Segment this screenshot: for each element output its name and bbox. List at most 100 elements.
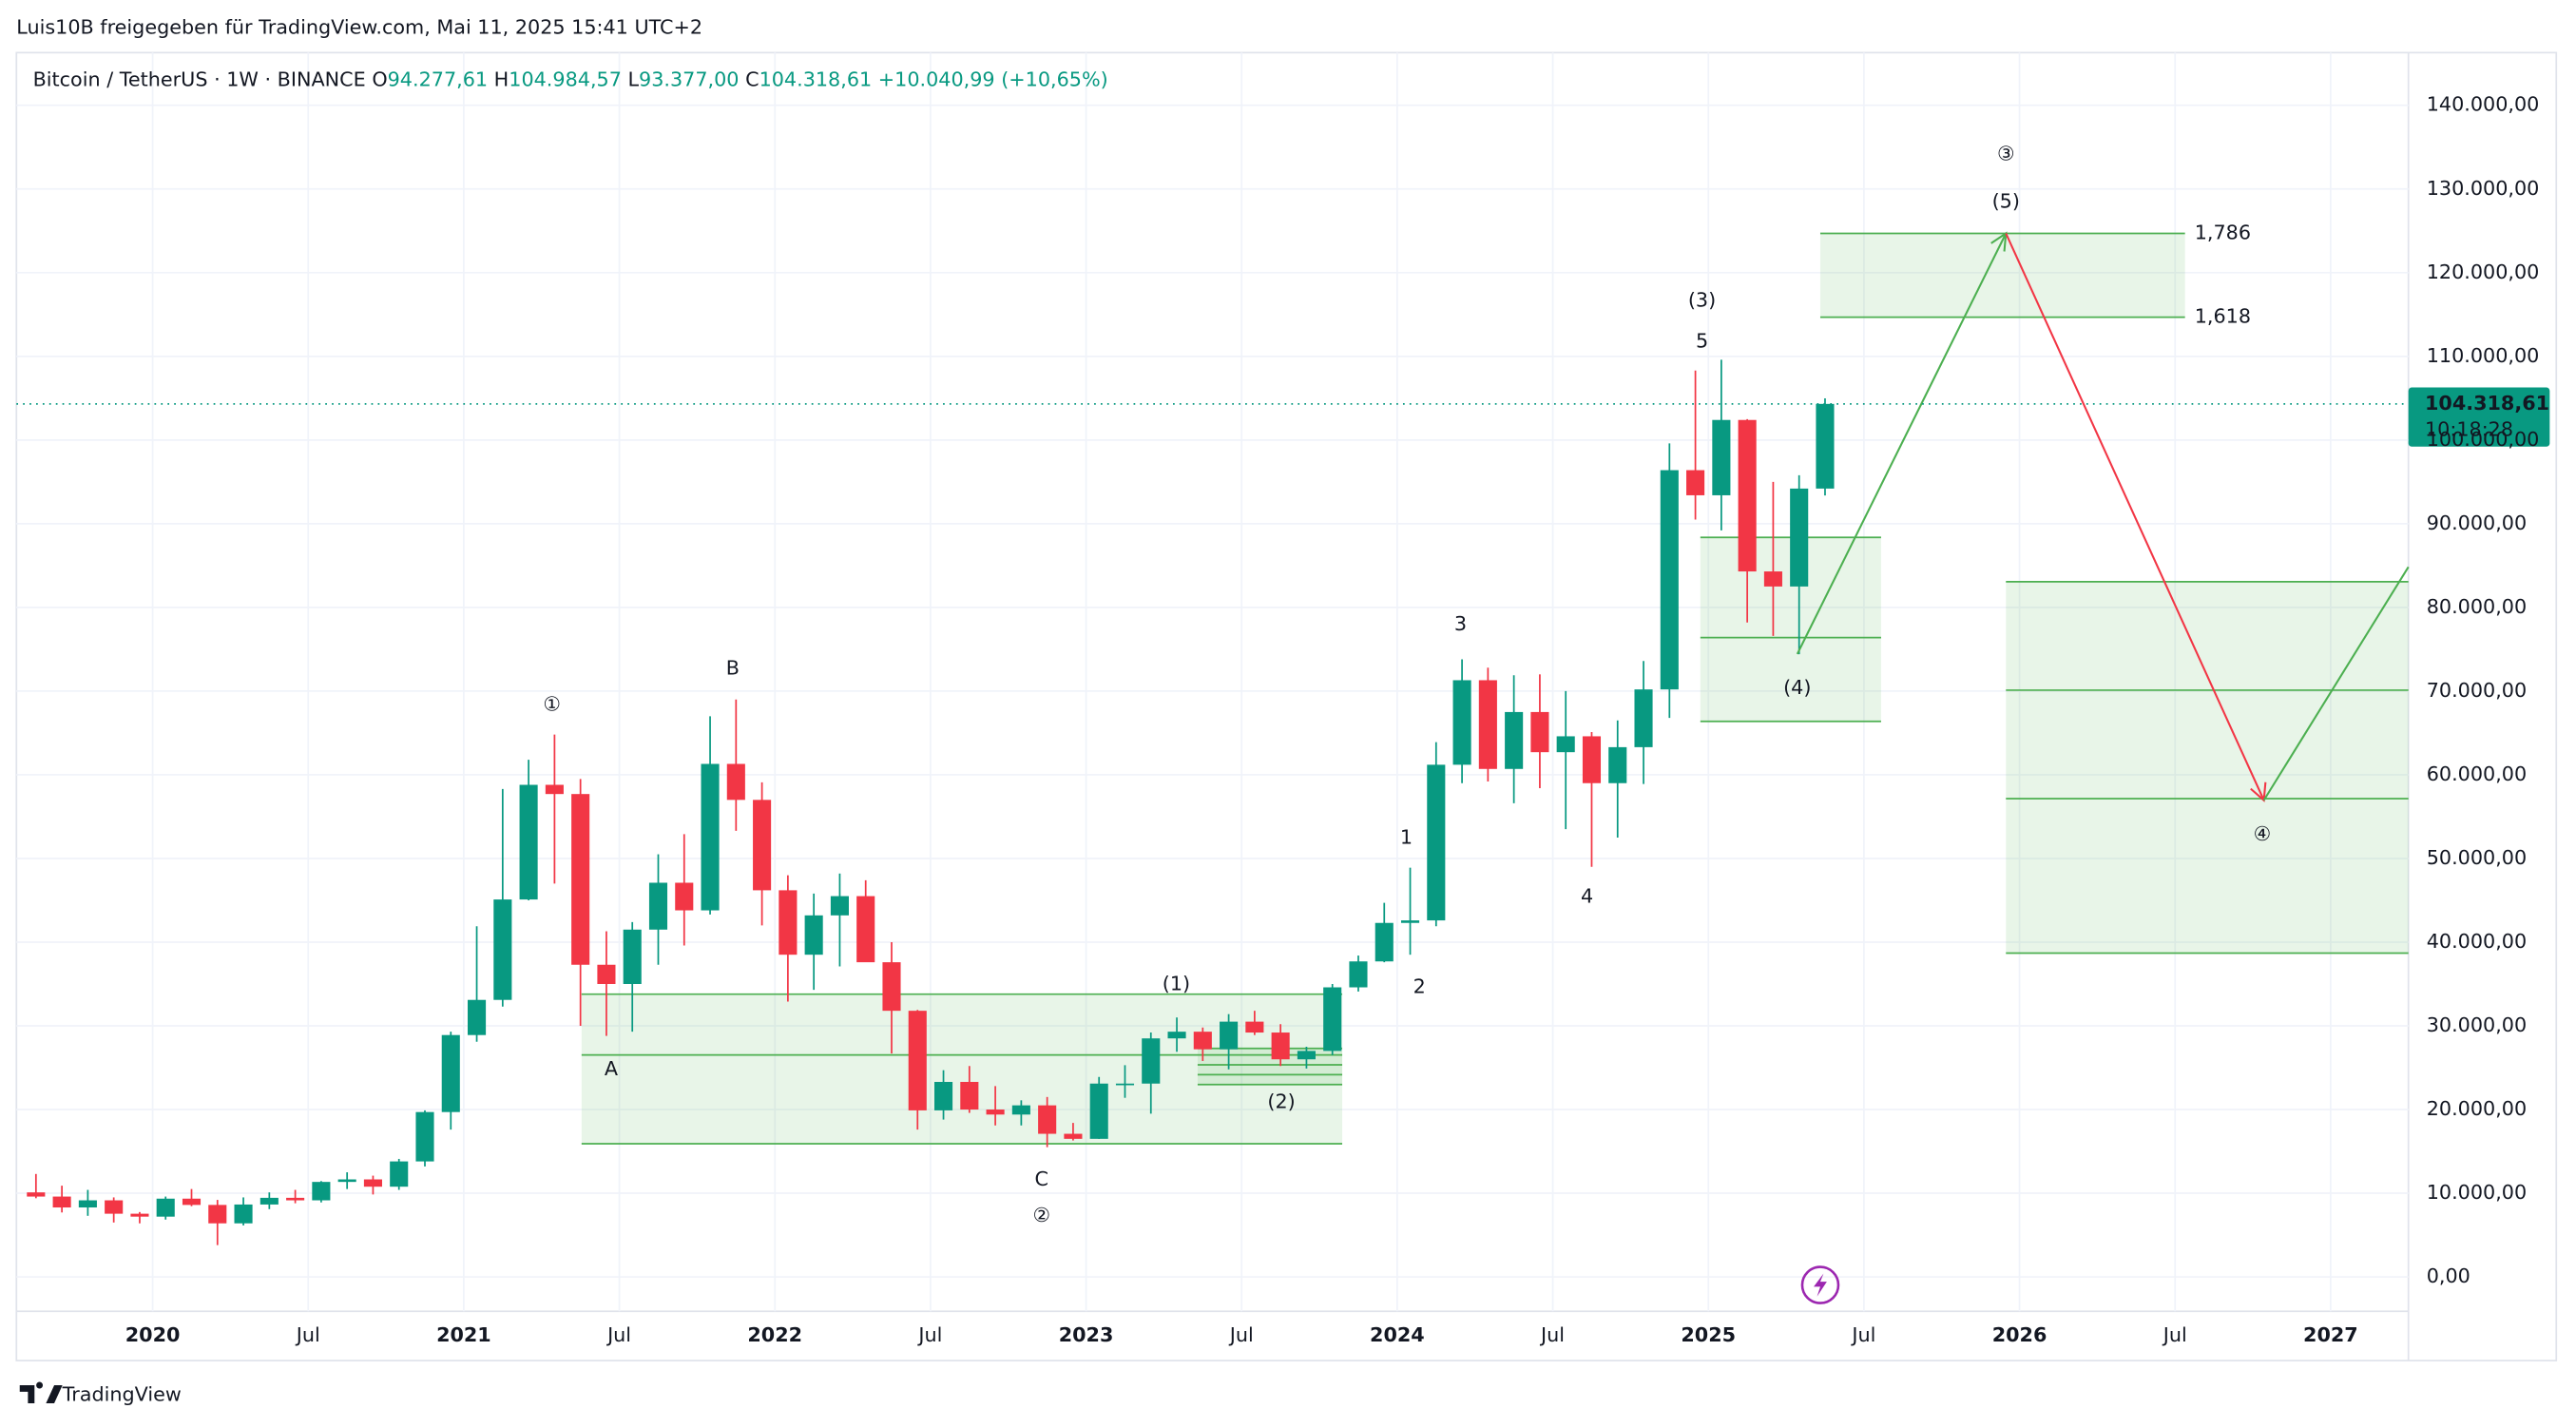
- candle-body: [493, 899, 512, 1000]
- candle-body: [1038, 1105, 1057, 1134]
- wave-label: (5): [1992, 190, 2020, 213]
- candle-body: [1220, 1021, 1239, 1050]
- x-tick-label: Jul: [295, 1323, 320, 1346]
- ohlc-key: O: [372, 68, 387, 91]
- candle-body: [1089, 1083, 1108, 1139]
- y-tick-label: 40.000,00: [2427, 930, 2527, 953]
- candle-body: [182, 1198, 202, 1206]
- wave-label: (4): [1783, 676, 1811, 699]
- chart-frame: [15, 51, 2558, 1361]
- price-label-bg: [2408, 387, 2550, 447]
- candle-body: [105, 1200, 124, 1214]
- candle-body: [78, 1200, 97, 1208]
- candle-body: [1686, 470, 1705, 495]
- x-tick-label: 2022: [747, 1323, 802, 1346]
- ohlc-value: 93.377,00: [639, 68, 739, 91]
- candle-body: [986, 1110, 1005, 1115]
- wave-projection: [2005, 233, 2265, 801]
- wave-label: A: [605, 1057, 618, 1080]
- wave-label: (3): [1688, 288, 1716, 311]
- candle-body: [415, 1111, 434, 1162]
- candle-body: [1738, 419, 1757, 572]
- candle-body: [1064, 1133, 1083, 1139]
- x-tick-label: 2021: [436, 1323, 491, 1346]
- candle-body: [960, 1081, 979, 1110]
- candle-body: [933, 1081, 953, 1110]
- candle-body: [1582, 736, 1602, 783]
- candle-body: [1556, 736, 1575, 753]
- ohlc-value: 104.318,61: [759, 68, 873, 91]
- candle-body: [1271, 1032, 1290, 1060]
- candle-body: [623, 929, 642, 984]
- wave-label: ②: [1032, 1204, 1050, 1226]
- candle-body: [1608, 746, 1627, 783]
- candle-body: [571, 794, 590, 965]
- symbol: Bitcoin / TetherUS · 1W · BINANCE: [33, 68, 366, 91]
- x-tick-label: Jul: [916, 1323, 942, 1346]
- candle-body: [1505, 711, 1524, 769]
- candle-body: [648, 882, 668, 930]
- y-tick-label: 30.000,00: [2427, 1013, 2527, 1036]
- candle-body: [701, 763, 720, 911]
- zone: [1819, 233, 2185, 318]
- candle-body: [882, 962, 901, 1012]
- wave-label: (1): [1163, 972, 1190, 994]
- y-tick-label: 50.000,00: [2427, 846, 2527, 869]
- x-tick-label: Jul: [2162, 1323, 2187, 1346]
- candle-body: [1011, 1105, 1030, 1115]
- x-tick-label: 2026: [1992, 1323, 2047, 1346]
- wave-label: 5: [1696, 330, 1708, 353]
- logo[interactable]: TradingView: [19, 1381, 182, 1406]
- candle-body: [286, 1197, 305, 1201]
- zone: [2006, 581, 2409, 954]
- x-tick-label: 2024: [1370, 1323, 1425, 1346]
- wave-label: B: [726, 656, 740, 679]
- y-tick-label: 70.000,00: [2427, 679, 2527, 702]
- candle-body: [441, 1034, 460, 1112]
- ohlc-key: L: [628, 68, 640, 91]
- candle-body: [1400, 920, 1420, 923]
- candle-body: [726, 763, 745, 801]
- grid: [16, 52, 2409, 1312]
- candle-body: [1712, 419, 1731, 495]
- candle-body: [908, 1011, 927, 1110]
- lightning-icon[interactable]: [1800, 1265, 1840, 1304]
- ohlc-value: 94.277,61: [388, 68, 488, 91]
- wave-label: ③: [1997, 143, 2015, 165]
- symbol-line: Bitcoin / TetherUS · 1W · BINANCE O94.27…: [33, 68, 1108, 91]
- candle-body: [1349, 961, 1368, 988]
- x-tick-label: Jul: [1228, 1323, 1254, 1346]
- candle-body: [675, 882, 694, 911]
- candle-body: [856, 896, 875, 963]
- candle-body: [468, 999, 487, 1035]
- y-tick-label: 80.000,00: [2427, 595, 2527, 618]
- candle-body: [312, 1182, 331, 1201]
- countdown-label: 10:18:28: [2425, 417, 2513, 440]
- ohlc-value: 104.984,57: [509, 68, 622, 91]
- candle-body: [1167, 1032, 1186, 1039]
- candle-body: [1375, 922, 1394, 962]
- candle-body: [156, 1198, 175, 1217]
- wave-label: 1,618: [2195, 305, 2251, 328]
- wave-label: 4: [1581, 885, 1593, 908]
- candle-body: [1427, 764, 1446, 921]
- candle-body: [1478, 680, 1497, 769]
- candle-body: [1115, 1083, 1135, 1086]
- candle-body: [519, 784, 538, 900]
- x-tick-label: 2020: [125, 1323, 181, 1346]
- wave-label: 2: [1413, 975, 1426, 998]
- candle-body: [1634, 689, 1653, 747]
- candle-body: [337, 1179, 356, 1183]
- candle-body: [1530, 711, 1549, 753]
- y-tick-label: 20.000,00: [2427, 1097, 2527, 1120]
- x-tick-label: Jul: [1850, 1323, 1875, 1346]
- wave-label: ④: [2254, 822, 2272, 845]
- candle-body: [1790, 488, 1809, 587]
- wave-projection: [1796, 233, 2008, 655]
- y-tick-label: 90.000,00: [2427, 511, 2527, 534]
- wave-label: (2): [1267, 1090, 1295, 1113]
- logo-text: TradingView: [62, 1382, 182, 1405]
